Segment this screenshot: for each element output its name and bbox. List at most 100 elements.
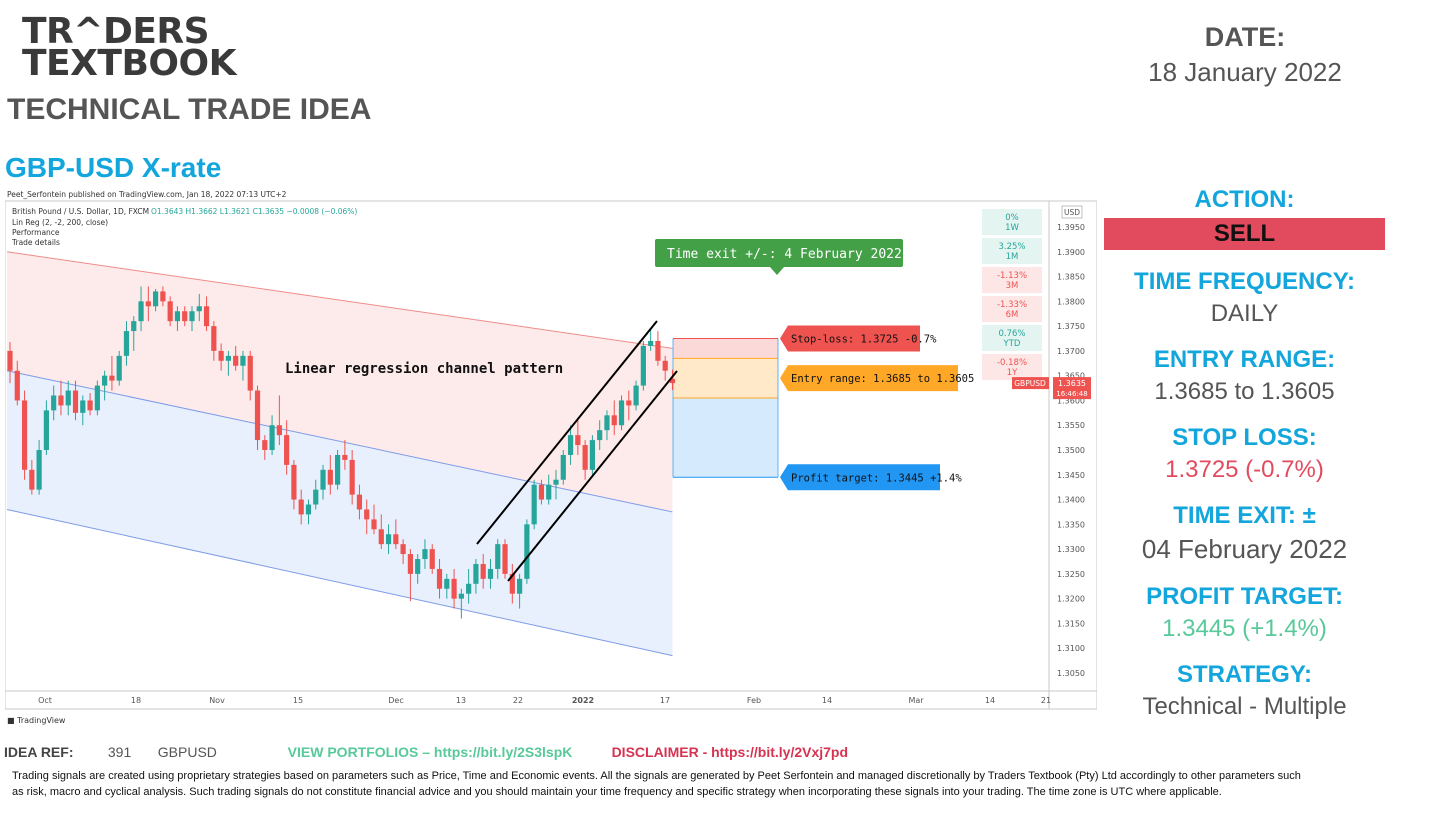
disclaimer-link[interactable]: DISCLAIMER - https://bit.ly/2Vxj7pd <box>611 744 849 760</box>
x-tick-label: 22 <box>513 696 523 705</box>
candle-body <box>262 440 268 450</box>
candle-body <box>458 593 464 599</box>
performance-value: 0% <box>1005 213 1019 223</box>
candle-body <box>123 331 130 356</box>
action-label: ACTION: <box>1194 186 1295 213</box>
x-tick-label: Feb <box>747 696 761 705</box>
candle-body <box>138 301 144 322</box>
stop-group: STOP LOSS: 1.3725 (-0.7%) <box>1104 424 1385 484</box>
channel-lower-fill <box>7 370 673 656</box>
candle-body <box>604 415 610 431</box>
candle-body <box>145 301 151 307</box>
candle-body <box>305 504 312 515</box>
performance-cell <box>982 238 1042 264</box>
performance-cell <box>982 325 1042 351</box>
candle-body <box>393 534 399 545</box>
pattern-label: Linear regression channel pattern <box>285 361 563 377</box>
candle-body <box>284 435 290 465</box>
y-tick-label: 1.3800 <box>1057 297 1085 306</box>
x-tick-label: 14 <box>985 696 995 705</box>
candle-body <box>509 573 515 594</box>
ohlc-line: O1.3643 H1.3662 L1.3621 C1.3635 −0.0008 … <box>151 207 357 216</box>
profit-target-callout-text: Profit target: 1.3445 +1.4% <box>791 472 962 484</box>
candle-body <box>327 469 333 485</box>
entry-group: ENTRY RANGE: 1.3685 to 1.3605 <box>1104 346 1385 406</box>
candle-body <box>254 390 261 441</box>
candle-body <box>466 583 472 594</box>
candle-body <box>655 340 661 361</box>
candle-body <box>669 379 676 384</box>
x-tick-label: Oct <box>38 696 52 705</box>
price-tag <box>1053 377 1091 400</box>
performance-period: 3M <box>1006 281 1019 291</box>
entry-zone <box>673 358 778 398</box>
candle-body <box>182 311 188 322</box>
candle-body <box>160 291 166 302</box>
y-tick-label: 1.3750 <box>1057 322 1085 331</box>
candle-body <box>626 400 632 406</box>
candle-body <box>415 559 421 574</box>
candle-body <box>378 529 384 545</box>
candle-body <box>109 375 115 381</box>
date-block: DATE: 18 January 2022 <box>1120 22 1370 88</box>
y-tick-label: 1.3050 <box>1057 669 1085 678</box>
performance-value: -1.13% <box>997 271 1027 281</box>
candle-body <box>14 370 20 401</box>
stop-value: 1.3725 (-0.7%) <box>1165 456 1324 483</box>
candle-body <box>429 549 435 569</box>
candle-body <box>65 390 71 406</box>
candle-body <box>291 464 297 500</box>
candle-body <box>116 355 122 381</box>
candle-body <box>589 440 595 470</box>
currency-label: USD <box>1064 208 1080 217</box>
date-value: 18 January 2022 <box>1148 57 1342 87</box>
performance-period: YTD <box>1003 339 1021 349</box>
candle-body <box>225 355 231 361</box>
logo-line-1: TR^DERS <box>22 11 210 52</box>
profit-label: PROFIT TARGET: <box>1146 583 1343 610</box>
y-tick-label: 1.3600 <box>1057 396 1085 405</box>
candle-body <box>495 544 501 569</box>
candle-body <box>473 563 479 584</box>
chart-svg[interactable]: Linear regression channel pattern Time ex… <box>5 187 1097 727</box>
strategy-label: STRATEGY: <box>1176 661 1313 688</box>
candle-body <box>189 311 195 322</box>
price-tag-countdown: 16:46:48 <box>1056 390 1087 398</box>
candle-body <box>51 395 57 411</box>
idea-ref-symbol: GBPUSD <box>157 744 217 760</box>
candle-body <box>597 430 603 441</box>
frequency-group: TIME FREQUENCY: DAILY <box>1104 268 1385 328</box>
action-badge: SELL <box>1104 218 1385 250</box>
panel-item: Performance <box>12 228 60 237</box>
performance-cell <box>982 209 1042 235</box>
symbol-tag <box>1012 377 1049 390</box>
y-tick-label: 1.3900 <box>1057 248 1085 257</box>
performance-period: 6M <box>1006 310 1019 320</box>
y-tick-label: 1.3250 <box>1057 570 1085 579</box>
channel-upper-line <box>6 251 673 349</box>
candle-body <box>72 390 79 413</box>
candle-body <box>233 355 239 366</box>
traders-textbook-logo: TR^DERS TEXTBOOK <box>22 11 237 84</box>
chart-frame <box>5 200 1097 710</box>
logo-line-2: TEXTBOOK <box>22 43 237 84</box>
candle-body <box>276 425 282 436</box>
x-tick-label: 15 <box>293 696 303 705</box>
channel-mid-line <box>6 370 673 513</box>
performance-value: 0.76% <box>998 329 1025 339</box>
candle-body <box>313 489 319 505</box>
performance-period: 1Y <box>1007 368 1018 378</box>
candle-body <box>502 544 508 574</box>
portfolios-link[interactable]: VIEW PORTFOLIOS – https://bit.ly/2S3lspK <box>287 744 573 760</box>
page-heading: TECHNICAL TRADE IDEA <box>7 93 372 126</box>
entry-range-callout-text: Entry range: 1.3685 to 1.3605 <box>791 373 974 385</box>
performance-period: 1M <box>1006 252 1019 262</box>
tradingview-chart[interactable]: Linear regression channel pattern Time ex… <box>5 187 1097 727</box>
date-label: DATE: <box>1204 22 1286 52</box>
x-tick-label: Mar <box>908 696 924 705</box>
x-tick-label: Dec <box>388 696 403 705</box>
candle-body <box>131 321 137 332</box>
trade-summary-panel: ACTION: SELL TIME FREQUENCY: DAILY ENTRY… <box>1104 186 1385 739</box>
candle-body <box>407 554 413 574</box>
candle-body <box>553 479 559 485</box>
